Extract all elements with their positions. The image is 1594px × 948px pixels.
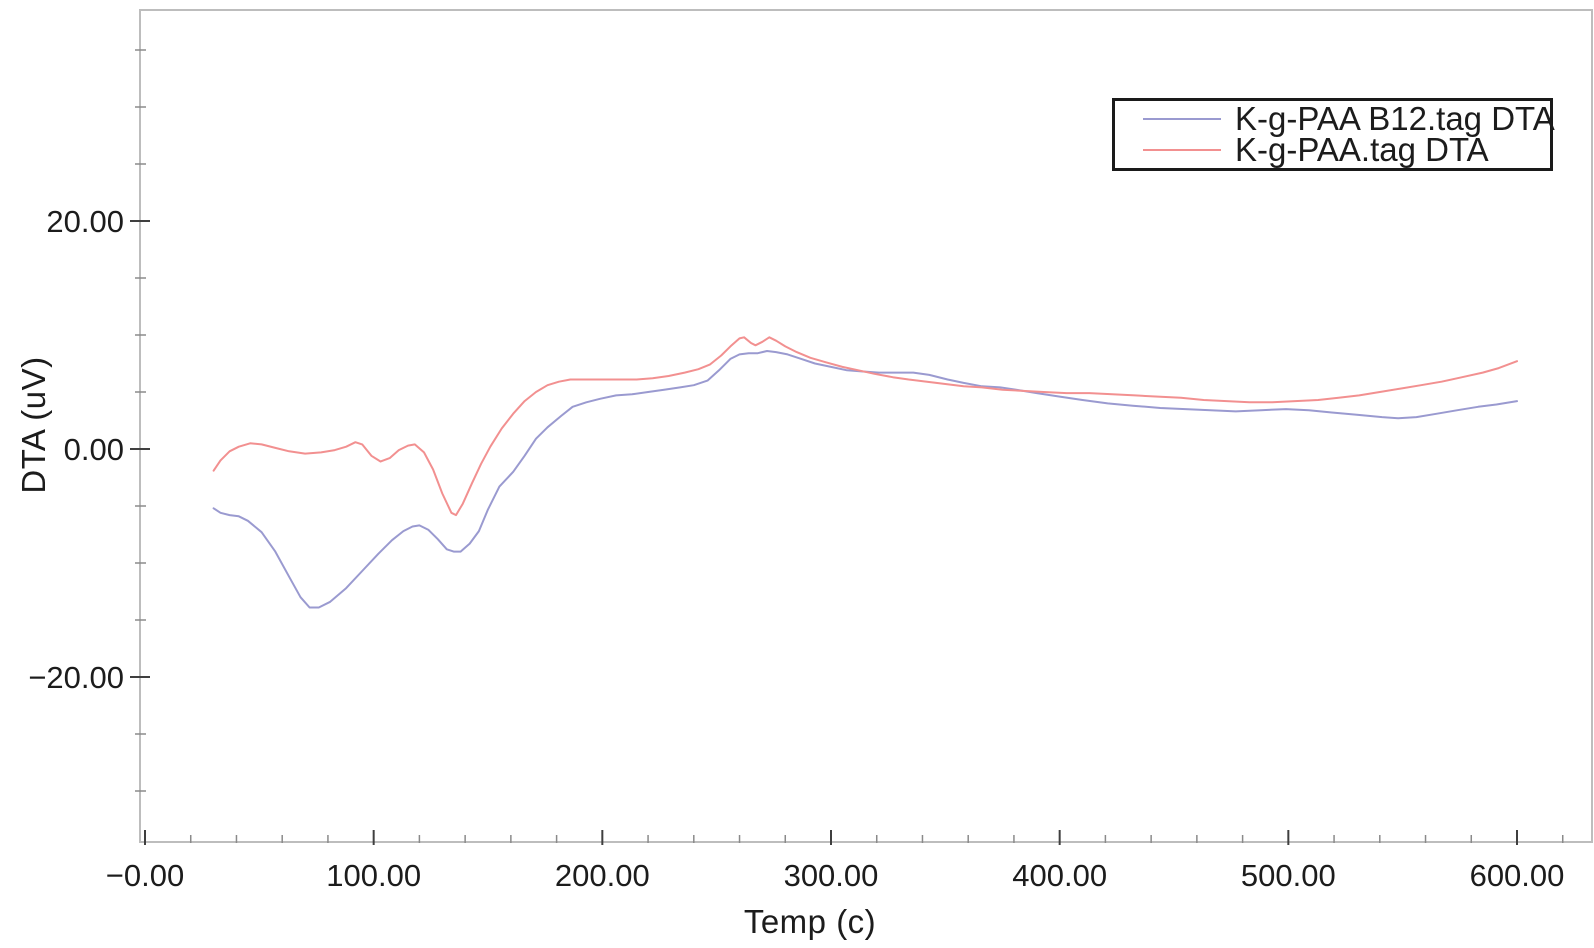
x-tick-label: 300.00 [784,858,879,893]
x-tick-label: 600.00 [1470,858,1565,893]
series-line-paa [212,336,1518,517]
series-line-b12 [212,350,1518,609]
legend-line-sample-blue-icon [1143,117,1221,120]
y-axis-title: DTA (uV) [15,356,52,494]
x-axis-title: Temp (c) [743,903,877,940]
x-tick-label: −0.00 [106,858,184,893]
x-tick-label: 100.00 [326,858,421,893]
x-tick-label: 500.00 [1241,858,1336,893]
x-tick-label: 200.00 [555,858,650,893]
plot-border [139,9,1593,843]
y-tick-label: 20.00 [46,204,124,239]
legend-item-paa: K-g-PAA.tag DTA [1121,131,1544,168]
y-tick-label: 0.00 [64,432,124,467]
legend-label-b12: K-g-PAA B12.tag DTA [1235,100,1555,137]
legend-item-b12: K-g-PAA B12.tag DTA [1121,102,1555,135]
legend-label-paa: K-g-PAA.tag DTA [1235,131,1489,168]
x-tick-label: 400.00 [1012,858,1107,893]
legend-line-sample-red-icon [1143,148,1221,151]
y-tick-label: −20.00 [28,660,124,695]
legend: K-g-PAA B12.tag DTA K-g-PAA.tag DTA [1112,98,1555,171]
